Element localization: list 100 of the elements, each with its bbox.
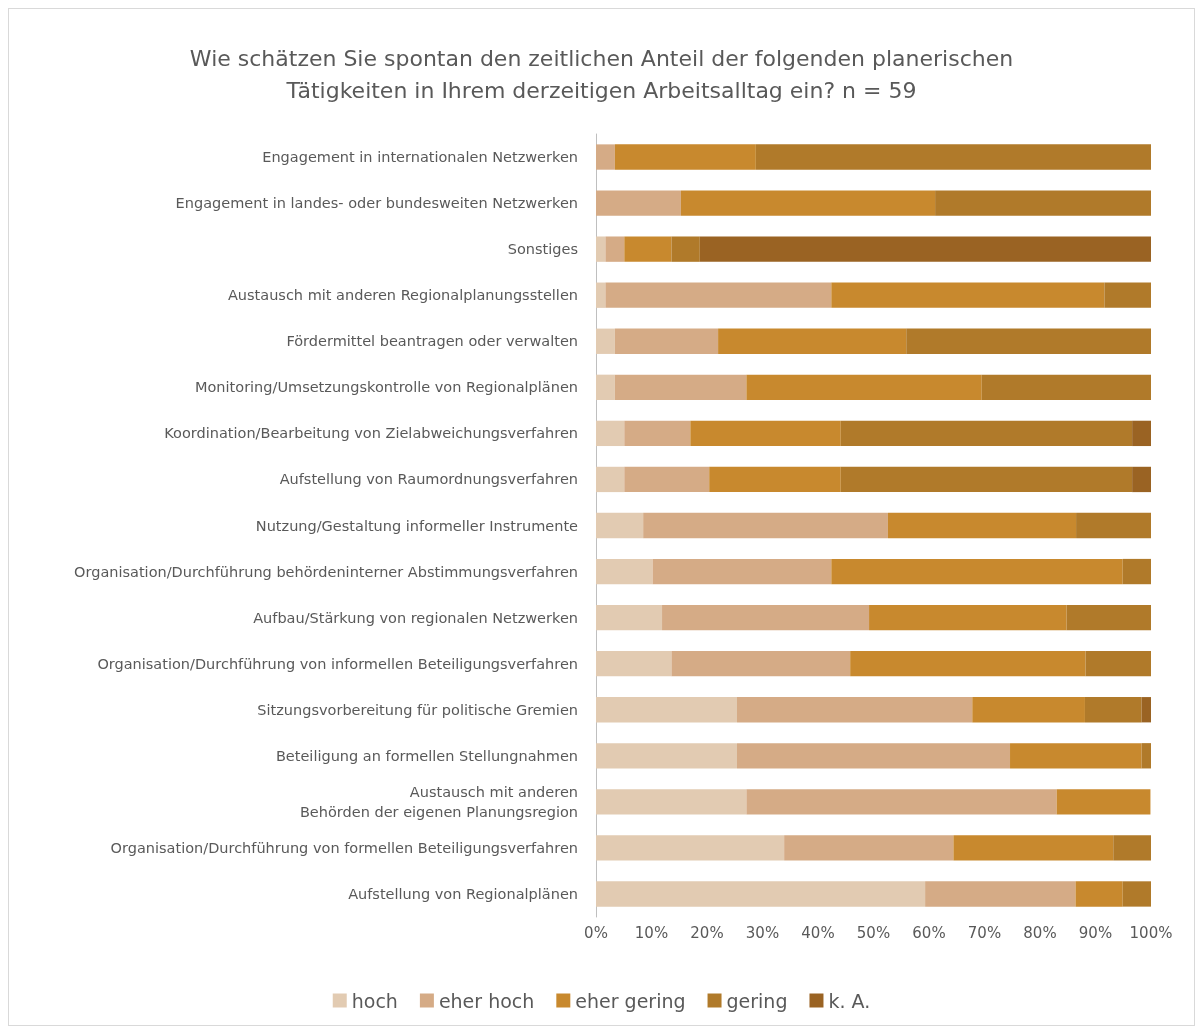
bar <box>1141 697 1151 723</box>
bar <box>596 466 625 493</box>
bar <box>840 466 1133 493</box>
bar <box>605 236 625 262</box>
y-tick-label: Sitzungsvorbereitung für politische Gremien <box>257 701 578 718</box>
legend-label: gering <box>726 989 788 1012</box>
bar <box>755 144 1151 170</box>
bar <box>1132 466 1151 493</box>
bar <box>925 881 1076 907</box>
bar <box>1076 512 1151 539</box>
bar <box>1141 743 1151 769</box>
bar <box>596 190 681 216</box>
bar <box>690 420 841 447</box>
x-tick-label: 0% <box>584 923 608 942</box>
bar <box>1104 282 1151 308</box>
bar <box>605 282 832 308</box>
bar <box>596 604 663 631</box>
bar <box>736 697 973 723</box>
bar <box>1066 604 1151 631</box>
bar <box>643 512 888 539</box>
bar <box>1113 835 1151 861</box>
legend-label: eher hoch <box>438 989 535 1012</box>
bar <box>840 420 1133 447</box>
bar <box>596 558 653 585</box>
bar <box>709 466 841 493</box>
bar <box>614 374 747 400</box>
y-tick-label: Sonstiges <box>507 241 578 258</box>
bar <box>596 697 737 723</box>
x-tick-label: 90% <box>1078 923 1113 942</box>
legend-label: k. A. <box>828 989 871 1012</box>
y-tick-label: Nutzung/Gestaltung informeller Instrumente <box>255 517 579 534</box>
y-tick-label: Organisation/Durchführung von formellen Beteiligungsverfahren <box>110 839 578 856</box>
bar <box>1132 420 1151 447</box>
bar <box>906 328 1151 354</box>
bar <box>1084 697 1142 723</box>
bar <box>596 881 926 907</box>
y-tick-label: Organisation/Durchführung von informellen Beteiligungsverfahren <box>97 655 578 672</box>
bar <box>596 420 625 447</box>
bar <box>736 743 1011 769</box>
chart-title: Wie schätzen Sie spontan den zeitlichen Anteil der folgenden planerischen Tätigkeiten in Ihrem derzeitigen Arbeitsalltag ein? n = 59 <box>189 45 1014 103</box>
bar <box>596 144 615 170</box>
y-tick-label: Monitoring/Umsetzungskontrolle von Regionalplänen <box>194 379 578 396</box>
bar <box>671 651 851 677</box>
legend-label: hoch <box>351 989 398 1012</box>
bar <box>624 236 672 262</box>
bar <box>831 558 1123 585</box>
bar <box>596 328 615 354</box>
x-tick-label: 10% <box>634 923 669 942</box>
bar <box>981 374 1151 400</box>
bar <box>1056 789 1151 815</box>
bar <box>596 282 606 308</box>
x-tick-label: 100% <box>1129 923 1173 942</box>
bar <box>662 604 870 631</box>
bar <box>746 374 982 400</box>
bar <box>953 835 1114 861</box>
y-tick-label: Aufbau/Stärkung von regionalen Netzwerken <box>253 609 578 626</box>
x-tick-label: 20% <box>690 923 724 942</box>
bar <box>746 789 1057 815</box>
bar <box>850 651 1086 677</box>
y-tick-label: Fördermittel beantragen oder verwalten <box>286 333 578 350</box>
bar <box>596 743 737 769</box>
bar <box>869 604 1067 631</box>
bar <box>831 282 1105 308</box>
bar <box>671 236 700 262</box>
bar <box>614 144 756 170</box>
x-tick-label: 40% <box>801 923 835 942</box>
bar <box>596 651 672 677</box>
bar <box>614 328 719 354</box>
bar <box>680 190 936 216</box>
x-tick-label: 50% <box>856 923 891 942</box>
y-tick-label: Organisation/Durchführung behördeninterner Abstimmungsverfahren <box>74 563 578 580</box>
bar <box>652 558 832 585</box>
y-tick-label: Koordination/Bearbeitung von Zielabweichungsverfahren <box>164 425 578 442</box>
bar <box>972 697 1085 723</box>
x-tick-label: 80% <box>1023 923 1057 942</box>
bar <box>718 328 907 354</box>
bar <box>596 374 615 400</box>
bar <box>596 236 606 262</box>
bar <box>596 789 747 815</box>
bar <box>887 512 1077 539</box>
bar <box>784 835 954 861</box>
x-tick-label: 60% <box>912 923 946 942</box>
y-tick-label: Beteiligung an formellen Stellungnahmen <box>275 747 578 764</box>
bar <box>1085 651 1151 677</box>
x-tick-label: 30% <box>745 923 780 942</box>
bar <box>1010 743 1142 769</box>
y-tick-label: Aufstellung von Regionalplänen <box>348 885 578 902</box>
y-tick-label: Austausch mit anderen Behörden der eigenen Planungsregion <box>299 783 578 820</box>
y-tick-label: Engagement in landes- oder bundesweiten Netzwerken <box>175 195 578 212</box>
bar <box>624 420 691 447</box>
y-tick-label: Engagement in internationalen Netzwerken <box>262 149 578 166</box>
x-tick-label: 70% <box>967 923 1002 942</box>
bar <box>596 835 785 861</box>
y-tick-label: Austausch mit anderen Regionalplanungsstellen <box>227 287 578 304</box>
bar <box>935 190 1151 216</box>
bar <box>624 466 710 493</box>
bar <box>1122 881 1151 907</box>
bar <box>596 512 644 539</box>
y-tick-label: Aufstellung von Raumordnungsverfahren <box>279 471 578 488</box>
bar <box>1075 881 1123 907</box>
